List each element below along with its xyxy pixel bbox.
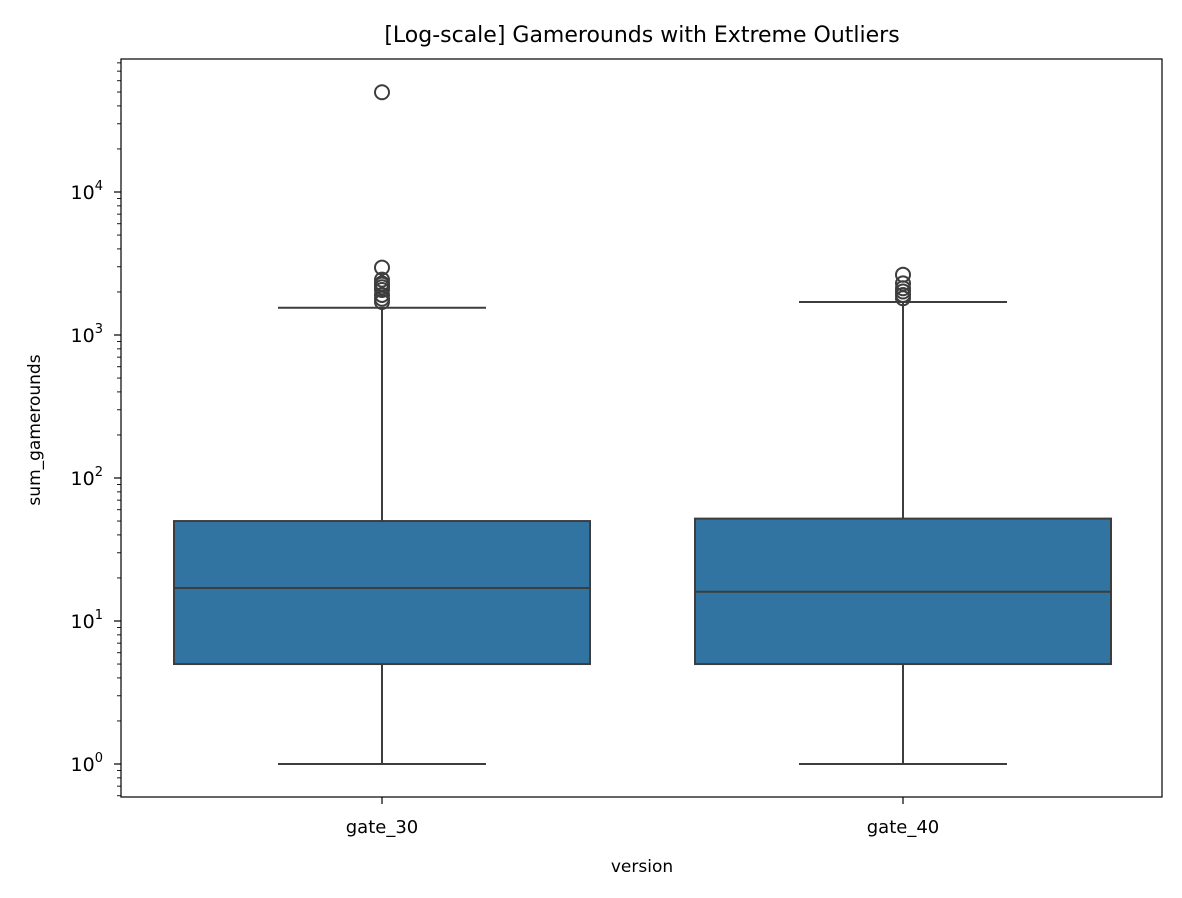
plot-area [173, 84, 1112, 765]
y-tick-label: 100 [71, 751, 103, 776]
chart-title: [Log-scale] Gamerounds with Extreme Outl… [384, 23, 899, 48]
box-gate_30 [173, 84, 591, 765]
outlier-point [374, 259, 390, 276]
y-tick-label: 101 [71, 608, 103, 633]
outlier-point [895, 290, 911, 307]
y-tick-label: 102 [71, 465, 103, 490]
outlier-point [374, 84, 390, 101]
x-axis: gate_30 gate_40 [346, 797, 940, 838]
y-tick-label: 103 [71, 322, 103, 347]
x-tick-label: gate_30 [346, 817, 419, 838]
y-tick-label: 104 [71, 179, 103, 204]
box-gate_40 [694, 266, 1112, 765]
axes-frame [120, 58, 1163, 798]
box-iqr [173, 520, 591, 666]
outlier-point [374, 293, 390, 310]
y-axis: 100 101 102 103 104 [71, 62, 121, 797]
outlier-point [374, 282, 390, 299]
y-axis-label: sum_gamerounds [25, 354, 45, 505]
x-tick-label: gate_40 [867, 817, 940, 838]
x-axis-label: version [611, 857, 673, 877]
